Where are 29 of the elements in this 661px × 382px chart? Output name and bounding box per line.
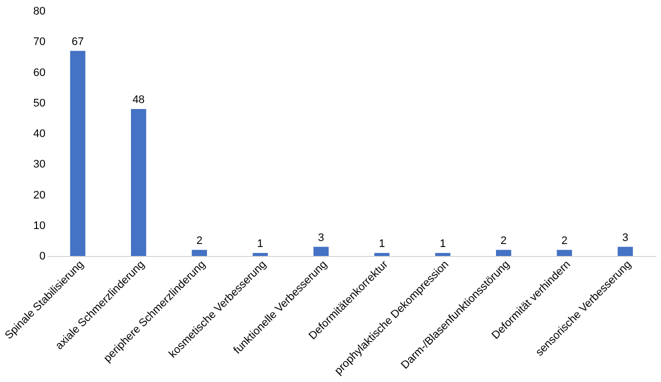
y-tick-label: 70 bbox=[33, 36, 46, 48]
bar bbox=[192, 250, 208, 256]
data-label: 2 bbox=[500, 234, 507, 247]
y-tick-label: 20 bbox=[33, 189, 46, 202]
bar bbox=[496, 250, 512, 256]
y-tick-label: 50 bbox=[33, 97, 46, 110]
data-label: 2 bbox=[196, 234, 202, 247]
bar bbox=[556, 250, 572, 256]
y-tick-label: 40 bbox=[33, 128, 46, 140]
data-label: 1 bbox=[440, 238, 446, 250]
data-label: 1 bbox=[378, 238, 385, 250]
bar bbox=[435, 252, 450, 256]
bar bbox=[130, 109, 146, 256]
data-label: 3 bbox=[622, 232, 628, 244]
y-tick-label: 0 bbox=[39, 250, 46, 262]
data-label: 67 bbox=[72, 36, 84, 48]
data-label: 3 bbox=[318, 232, 324, 244]
bar bbox=[374, 252, 390, 256]
bar bbox=[618, 246, 633, 256]
bar bbox=[313, 246, 329, 256]
y-tick-label: 10 bbox=[33, 220, 46, 232]
data-label: 48 bbox=[132, 94, 145, 106]
data-label: 1 bbox=[257, 238, 264, 250]
bar bbox=[70, 50, 86, 256]
y-tick-label: 60 bbox=[33, 66, 46, 79]
data-label: 2 bbox=[561, 234, 568, 247]
y-tick-label: 30 bbox=[33, 158, 46, 171]
bar bbox=[252, 252, 268, 256]
y-tick-label: 80 bbox=[33, 6, 46, 18]
